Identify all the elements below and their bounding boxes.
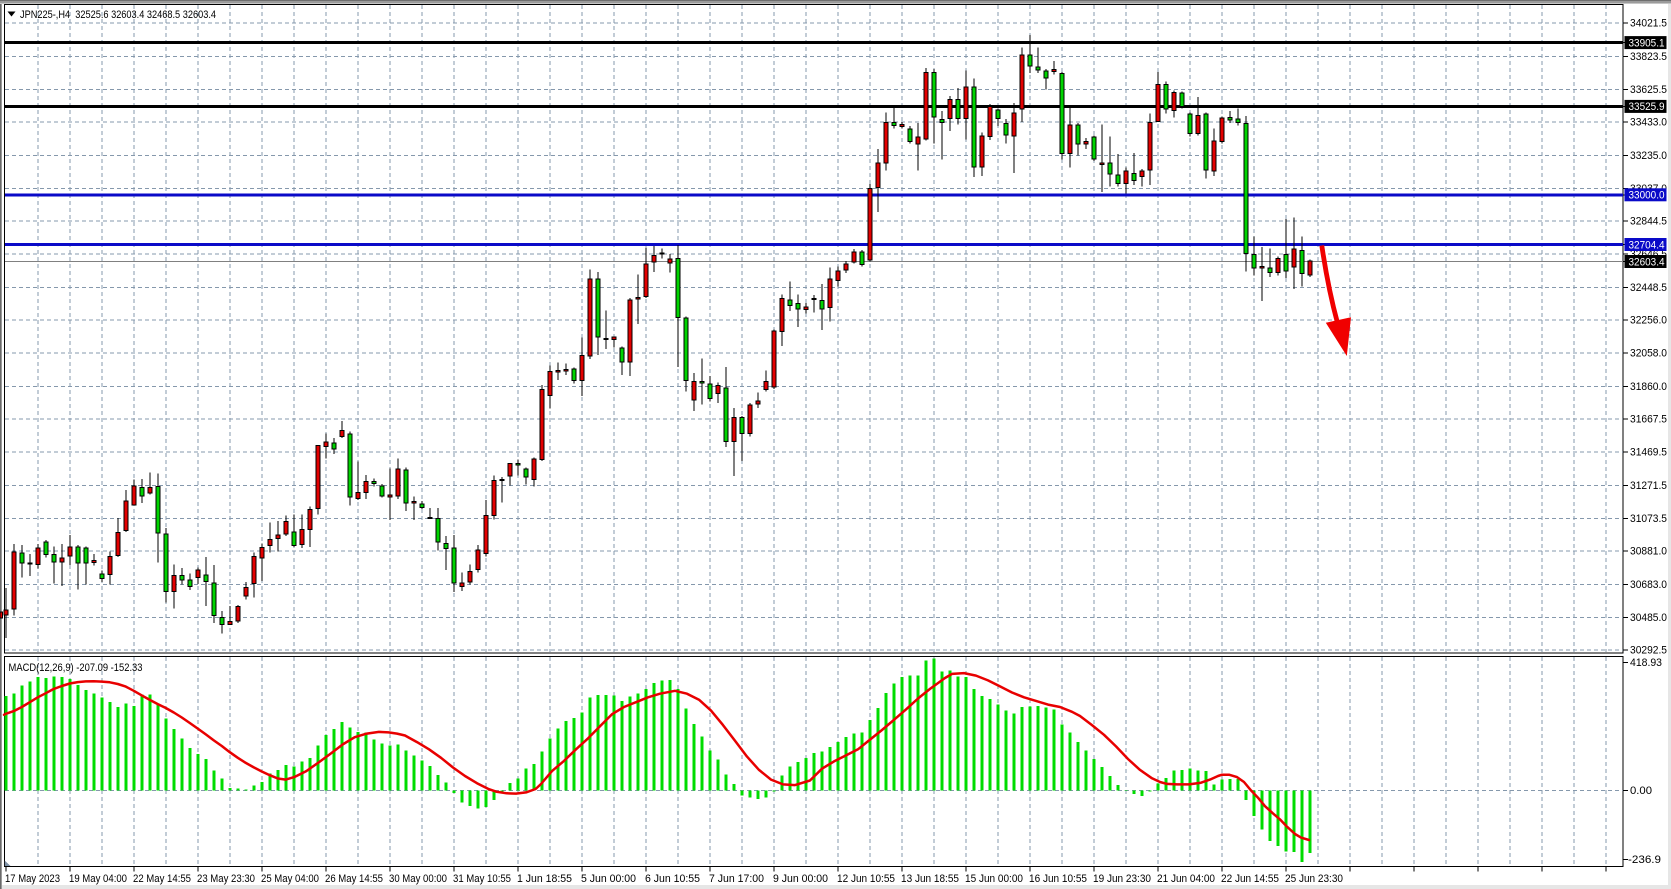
svg-text:32603.4: 32603.4 [1629,256,1665,268]
svg-text:23 May 23:30: 23 May 23:30 [197,873,255,885]
svg-text:6 Jun 10:55: 6 Jun 10:55 [645,873,700,885]
svg-text:33823.5: 33823.5 [1630,51,1667,63]
svg-text:30 May 00:00: 30 May 00:00 [389,873,447,885]
svg-text:30292.5: 30292.5 [1630,645,1667,657]
svg-text:33525.9: 33525.9 [1629,101,1665,113]
svg-text:19 May 04:00: 19 May 04:00 [69,873,127,885]
svg-text:15 Jun 00:00: 15 Jun 00:00 [965,873,1023,885]
svg-text:25 May 04:00: 25 May 04:00 [261,873,319,885]
svg-text:32704.4: 32704.4 [1629,239,1665,251]
svg-text:33625.5: 33625.5 [1630,84,1667,96]
svg-text:1 Jun 18:55: 1 Jun 18:55 [517,873,572,885]
svg-text:13 Jun 18:55: 13 Jun 18:55 [901,873,959,885]
svg-text:19 Jun 23:30: 19 Jun 23:30 [1093,873,1151,885]
svg-text:7 Jun 17:00: 7 Jun 17:00 [709,873,764,885]
svg-text:31667.5: 31667.5 [1630,413,1667,425]
svg-text:22 Jun 14:55: 22 Jun 14:55 [1221,873,1279,885]
svg-text:5 Jun 00:00: 5 Jun 00:00 [581,873,636,885]
svg-text:9 Jun 00:00: 9 Jun 00:00 [773,873,828,885]
svg-text:33905.1: 33905.1 [1629,37,1665,49]
svg-text:17 May 2023: 17 May 2023 [5,873,60,885]
svg-text:30485.0: 30485.0 [1630,612,1667,624]
svg-text:33433.0: 33433.0 [1630,117,1667,129]
svg-text:30881.0: 30881.0 [1630,546,1667,558]
svg-text:32058.0: 32058.0 [1630,348,1667,360]
svg-text:25 Jun 23:30: 25 Jun 23:30 [1285,873,1343,885]
svg-text:31271.5: 31271.5 [1630,480,1667,492]
svg-text:32256.0: 32256.0 [1630,314,1667,326]
svg-text:-236.9: -236.9 [1628,854,1661,866]
svg-text:21 Jun 04:00: 21 Jun 04:00 [1157,873,1215,885]
svg-text:16 Jun 10:55: 16 Jun 10:55 [1029,873,1087,885]
svg-text:31860.0: 31860.0 [1630,381,1667,393]
svg-text:418.93: 418.93 [1630,657,1662,669]
svg-text:12 Jun 10:55: 12 Jun 10:55 [837,873,895,885]
svg-text:34021.5: 34021.5 [1630,18,1667,30]
svg-text:MACD(12,26,9) -207.09 -152.33: MACD(12,26,9) -207.09 -152.33 [9,662,143,674]
svg-text:33235.0: 33235.0 [1630,150,1667,162]
svg-text:31469.5: 31469.5 [1630,447,1667,459]
svg-text:32844.5: 32844.5 [1630,215,1667,227]
svg-text:0.00: 0.00 [1630,785,1652,797]
svg-text:JPN225-,H4 32525.6 32603.4 32: JPN225-,H4 32525.6 32603.4 32468.5 32603… [20,9,216,21]
svg-text:26 May 14:55: 26 May 14:55 [325,873,383,885]
svg-text:31073.5: 31073.5 [1630,513,1667,525]
svg-text:33000.0: 33000.0 [1629,190,1665,202]
svg-text:32448.5: 32448.5 [1630,282,1667,294]
svg-text:31 May 10:55: 31 May 10:55 [453,873,511,885]
svg-text:30683.0: 30683.0 [1630,579,1667,591]
svg-text:22 May 14:55: 22 May 14:55 [133,873,191,885]
